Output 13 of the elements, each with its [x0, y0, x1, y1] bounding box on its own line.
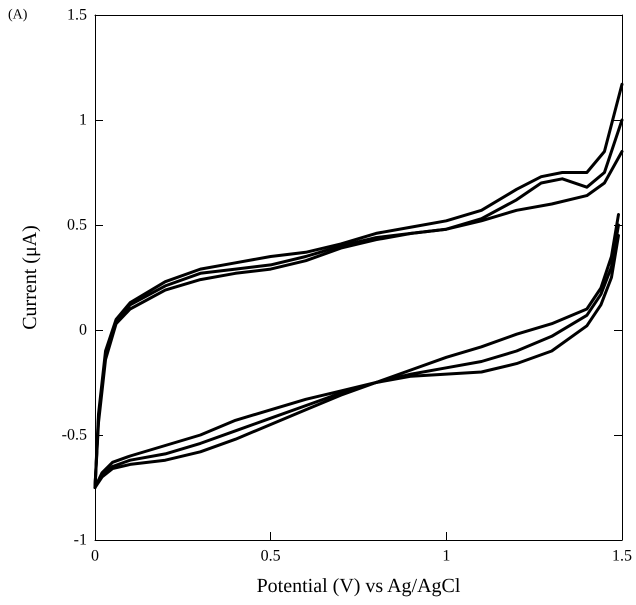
text: (A): [8, 8, 28, 22]
x-tick-label: 1: [442, 548, 450, 564]
y-tick-label: 1: [79, 112, 87, 128]
x-tick-label: 0.5: [260, 548, 281, 564]
y-tick-label: -1: [74, 532, 87, 548]
y-tick-label: 1.5: [67, 6, 87, 24]
y-tick-label: -0.5: [62, 426, 87, 444]
y-tick-label: 0: [79, 322, 87, 338]
x-axis-title: Potential (V) vs Ag/AgCl: [256, 575, 461, 597]
y-axis-title: Current (μA): [19, 225, 41, 330]
x-tick-label: 1.5: [612, 548, 632, 564]
x-tick-label: 0: [91, 548, 99, 564]
y-tick-label: 0.5: [67, 216, 87, 234]
